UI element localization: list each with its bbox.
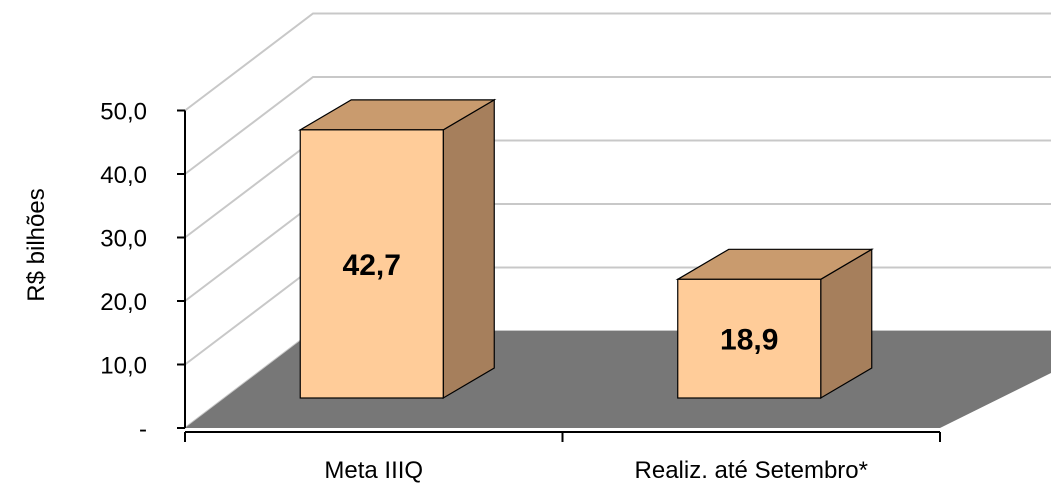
bar-front (299, 129, 444, 399)
gridline (184, 12, 1051, 112)
bar-side (442, 98, 495, 400)
y-tick-labels: - 10,0 20,0 30,0 40,0 50,0 (100, 99, 147, 444)
y-tick-label: 20,0 (100, 289, 147, 316)
y-tick-label: - (139, 416, 147, 443)
gridline (184, 76, 1051, 175)
category-label: Meta IIIQ (324, 457, 423, 484)
bar: 42,7 (298, 98, 497, 400)
y-tick-label: 30,0 (100, 226, 147, 253)
axes (177, 109, 941, 442)
category-labels: Meta IIIQ Realiz. até Setembro* (324, 457, 868, 484)
y-tick-label: 50,0 (100, 99, 147, 126)
bar: 18,9 (675, 248, 874, 400)
y-tick-label: 10,0 (100, 353, 147, 380)
y-tick-label: 40,0 (100, 162, 147, 189)
y-axis-title: R$ bilhões (23, 188, 50, 301)
bar-front (677, 278, 822, 399)
bars: 42,7 18,9 (298, 98, 874, 400)
bar-data-label: 18,9 (720, 324, 778, 357)
bar-data-label: 42,7 (343, 249, 401, 282)
category-label: Realiz. até Setembro* (635, 457, 868, 484)
